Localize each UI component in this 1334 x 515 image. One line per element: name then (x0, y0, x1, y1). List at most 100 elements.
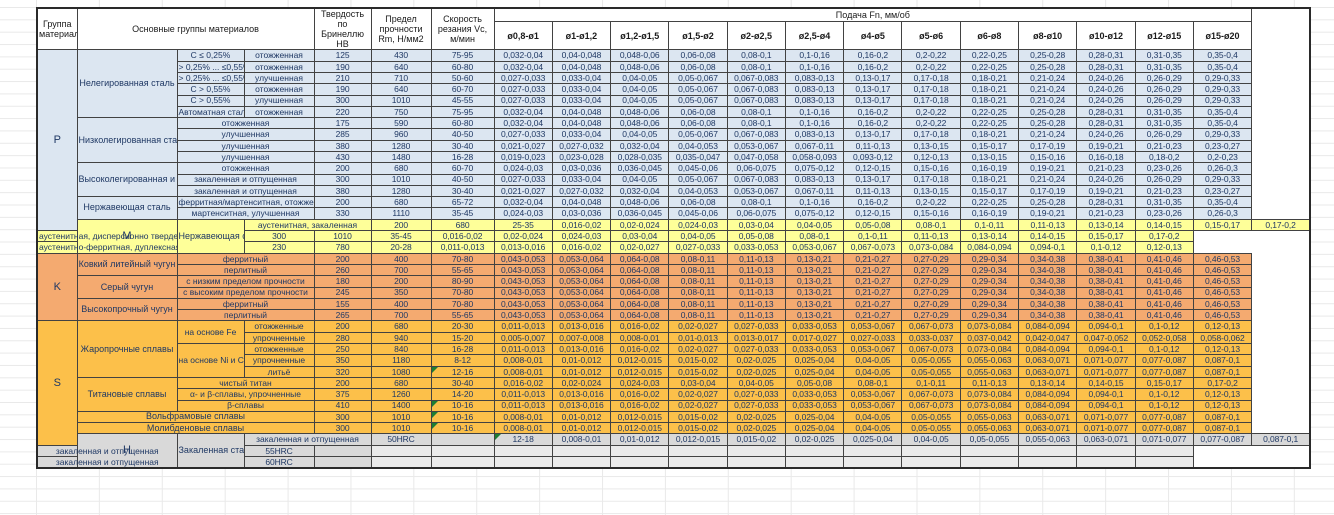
feed-cell[interactable]: 0,011-0,013 (493, 320, 553, 333)
feed-cell[interactable]: 0,46-0,53 (1192, 275, 1253, 288)
feed-cell[interactable]: 0,024-0,03 (493, 162, 553, 175)
feed-cell[interactable]: 0,08-0,11 (668, 252, 728, 265)
feed-cell[interactable]: 0,17-0,19 (1018, 139, 1078, 152)
feed-cell[interactable]: 0,11-0,13 (726, 309, 786, 322)
feed-cell[interactable]: 0,053-0,067 (843, 388, 903, 401)
feed-cell[interactable]: 0,35-0,4 (1192, 117, 1253, 130)
feed-cell[interactable]: 0,15-0,16 (901, 162, 961, 175)
feed-cell[interactable]: 0,27-0,29 (901, 275, 961, 288)
feed-cell[interactable]: 0,055-0,063 (959, 410, 1020, 424)
feed-cell[interactable]: 0,25-0,28 (1018, 49, 1078, 62)
feed-cell[interactable]: 0,053-0,067 (726, 184, 786, 198)
feed-cell[interactable]: 0,38-0,41 (1076, 286, 1136, 299)
feed-cell[interactable]: 0,027-0,033 (493, 173, 553, 186)
feed-cell[interactable]: 0,01-0,013 (668, 331, 728, 345)
feed-cell[interactable]: 0,21-0,27 (843, 263, 903, 277)
feed-cell[interactable]: 0,29-0,33 (1192, 173, 1253, 186)
header-hardness[interactable]: Твердость по Бринеллю HB (313, 7, 372, 51)
feed-cell[interactable]: 0,1-0,12 (1076, 241, 1136, 254)
header-main-groups[interactable]: Основные группы материалов (76, 7, 315, 51)
feed-cell[interactable]: 0,22-0,25 (959, 105, 1020, 119)
feed-cell[interactable]: 0,033-0,053 (784, 388, 845, 401)
feed-cell[interactable]: 0,25-0,28 (1018, 60, 1078, 73)
feed-cell[interactable]: 0,38-0,41 (1076, 252, 1136, 265)
feed-cell[interactable]: 0,08-0,1 (726, 105, 786, 119)
feed-cell[interactable]: 0,23-0,26 (1134, 207, 1194, 220)
feed-cell[interactable]: 0,043-0,053 (493, 263, 553, 277)
hardness-cell[interactable]: 200 (313, 252, 372, 265)
feed-cell[interactable]: 0,12-0,15 (843, 207, 903, 220)
feed-cell[interactable]: 0,29-0,34 (959, 275, 1020, 288)
feed-cell[interactable]: 0,073-0,084 (959, 343, 1020, 356)
feed-cell[interactable]: 0,023-0,028 (551, 150, 612, 164)
feed-cell[interactable]: 0,19-0,21 (1076, 184, 1136, 198)
feed-cell[interactable]: 0,055-0,063 (959, 422, 1020, 435)
state-cell[interactable]: аустенитная, закаленная (243, 218, 372, 232)
feed-cell[interactable]: 0,067-0,073 (901, 388, 961, 401)
feed-cell[interactable]: 0,008-0,01 (493, 365, 553, 378)
feed-cell[interactable]: 0,063-0,071 (1018, 410, 1078, 424)
feed-cell[interactable]: 0,045-0,06 (668, 162, 728, 175)
feed-cell[interactable]: 0,12-0,13 (1192, 343, 1253, 356)
cutting-speed-cell[interactable] (370, 455, 432, 469)
feed-cell[interactable]: 0,067-0,073 (901, 343, 961, 356)
feed-cell[interactable]: 0,13-0,21 (784, 275, 845, 288)
feed-cell[interactable]: 0,071-0,077 (1076, 422, 1136, 435)
feed-cell[interactable]: 0,15-0,17 (1134, 376, 1194, 390)
feed-cell[interactable]: 0,13-0,14 (1076, 218, 1136, 232)
feed-cell[interactable]: 0,017-0,027 (784, 331, 845, 345)
cutting-speed-cell[interactable]: 10-16 (430, 410, 495, 424)
feed-cell[interactable]: 0,22-0,25 (959, 117, 1020, 130)
strength-cell[interactable]: 680 (370, 376, 432, 390)
material-group-cell[interactable]: Молибденовые сплавы (76, 422, 315, 435)
feed-cell[interactable]: 0,17-0,19 (1018, 184, 1078, 198)
feed-cell[interactable]: 0,021-0,027 (493, 139, 553, 152)
feed-cell[interactable]: 0,13-0,15 (901, 139, 961, 152)
feed-cell[interactable]: 0,055-0,063 (959, 365, 1020, 378)
feed-cell[interactable]: 0,015-0,02 (668, 422, 728, 435)
cutting-speed-cell[interactable]: 60-80 (430, 60, 495, 73)
feed-cell[interactable]: 0,14-0,15 (1076, 376, 1136, 390)
feed-cell[interactable]: 0,21-0,27 (843, 309, 903, 322)
material-group-cell[interactable]: Нержавеющая сталь (176, 218, 245, 254)
feed-cell[interactable]: 0,12-0,13 (1134, 241, 1194, 254)
material-group-cell[interactable]: Вольфрамовые сплавы (76, 410, 315, 424)
feed-cell[interactable]: 0,17-0,18 (901, 83, 961, 96)
cutting-speed-cell[interactable]: 75-95 (430, 49, 495, 62)
header-diameter-range[interactable]: ø1-ø1,2 (551, 21, 612, 51)
feed-cell[interactable]: 0,094-0,1 (1076, 388, 1136, 401)
cutting-speed-cell[interactable]: 65-72 (430, 196, 495, 209)
feed-cell[interactable] (1076, 444, 1136, 458)
feed-cell[interactable]: 0,18-0,21 (959, 94, 1020, 107)
feed-cell[interactable]: 0,05-0,055 (901, 354, 961, 367)
feed-cell[interactable] (610, 455, 670, 469)
state-cell[interactable]: отожженная (243, 105, 315, 119)
feed-cell[interactable]: 0,067-0,073 (843, 241, 903, 254)
feed-cell[interactable]: 0,067-0,073 (901, 320, 961, 333)
feed-cell[interactable]: 0,15-0,17 (959, 184, 1020, 198)
feed-cell[interactable]: 0,28-0,31 (1076, 117, 1136, 130)
feed-cell[interactable]: 0,41-0,46 (1134, 286, 1194, 299)
feed-cell[interactable]: 0,02-0,027 (610, 241, 670, 254)
feed-cell[interactable] (726, 444, 786, 458)
feed-cell[interactable]: 0,02-0,027 (668, 399, 728, 412)
feed-cell[interactable]: 0,16-0,18 (1076, 150, 1136, 164)
state-cell[interactable]: упрочненные (243, 331, 315, 345)
feed-cell[interactable]: 0,045-0,06 (668, 207, 728, 220)
feed-cell[interactable]: 0,02-0,025 (784, 433, 845, 446)
feed-cell[interactable]: 0,032-0,04 (493, 60, 553, 73)
strength-cell[interactable]: 680 (430, 218, 495, 232)
strength-cell[interactable]: 680 (370, 320, 432, 333)
feed-cell[interactable]: 0,053-0,064 (551, 252, 612, 265)
feed-cell[interactable]: 0,27-0,29 (901, 309, 961, 322)
strength-cell[interactable]: 430 (370, 49, 432, 62)
header-diameter-range[interactable]: ø2-ø2,5 (726, 21, 786, 51)
feed-cell[interactable]: 0,075-0,12 (784, 207, 845, 220)
feed-cell[interactable] (1018, 444, 1078, 458)
feed-cell[interactable]: 0,04-0,05 (843, 365, 903, 378)
cutting-speed-cell[interactable]: 20-28 (370, 241, 432, 254)
feed-cell[interactable]: 0,21-0,24 (1018, 128, 1078, 141)
feed-cell[interactable]: 0,46-0,53 (1192, 286, 1253, 299)
feed-cell[interactable]: 0,027-0,033 (726, 320, 786, 333)
hardness-cell[interactable]: 190 (313, 83, 372, 96)
